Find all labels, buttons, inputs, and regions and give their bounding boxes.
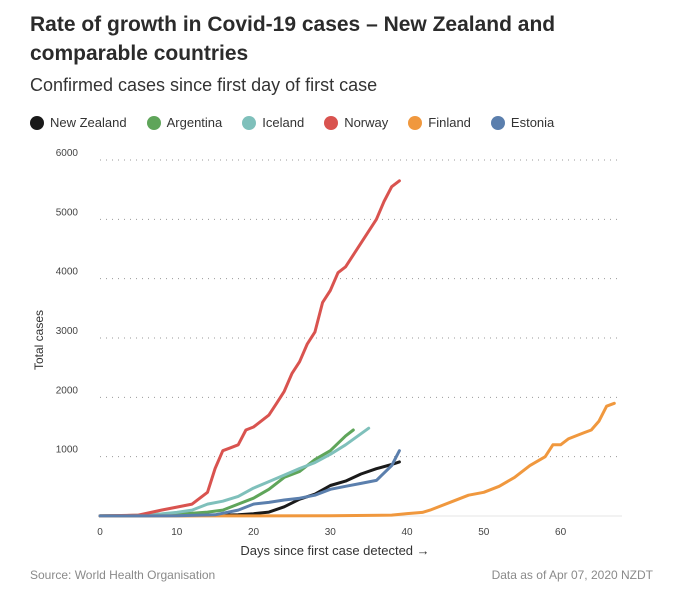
legend-item-finland: Finland — [408, 115, 471, 130]
x-tick-label: 60 — [555, 527, 567, 538]
x-axis-label: Days since first case detected → — [240, 543, 429, 558]
legend-swatch — [30, 115, 44, 130]
chart-subtitle: Confirmed cases since first day of first… — [30, 75, 378, 95]
source-note: Source: World Health Organisation — [30, 568, 216, 582]
legend-label: Argentina — [166, 115, 223, 130]
legend-item-iceland: Iceland — [242, 115, 304, 130]
y-tick-labels: 1000 2000 3000 4000 5000 6000 — [56, 148, 79, 456]
legend-swatch — [242, 115, 257, 130]
series-line-norway — [98, 179, 401, 518]
legend-item-norway: Norway — [324, 115, 388, 130]
legend-label: Norway — [344, 115, 389, 130]
x-tick-label: 50 — [478, 527, 490, 538]
legend: New Zealand Argentina Iceland Norway Finland… — [30, 115, 574, 130]
x-tick-label: 0 — [97, 527, 103, 538]
legend-label: New Zealand — [50, 115, 127, 130]
data-date-note: Data as of Apr 07, 2020 NZDT — [491, 568, 653, 582]
y-tick-label: 4000 — [56, 267, 79, 278]
y-tick-label: 6000 — [56, 148, 79, 159]
legend-swatch — [324, 115, 339, 130]
x-tick-label: 30 — [325, 527, 337, 538]
x-tick-label: 20 — [248, 527, 260, 538]
x-tick-labels: 0 10 20 30 40 50 60 — [97, 527, 566, 538]
y-tick-label: 1000 — [56, 445, 79, 456]
y-axis-label: Total cases — [32, 310, 46, 370]
x-tick-label: 10 — [171, 527, 183, 538]
legend-swatch — [146, 115, 161, 130]
y-tick-label: 3000 — [56, 326, 79, 337]
series-line-iceland — [98, 426, 371, 518]
legend-label: Estonia — [510, 115, 555, 130]
x-tick-label: 40 — [401, 527, 413, 538]
legend-label: Iceland — [262, 115, 305, 130]
y-tick-label: 5000 — [56, 207, 79, 218]
series-line-argentina — [98, 428, 355, 518]
y-tick-label: 2000 — [56, 385, 79, 396]
chart-title: Rate of growth in Covid-19 cases – New Z… — [30, 13, 556, 65]
series-lines — [98, 179, 616, 518]
series-line-finland — [98, 401, 616, 518]
legend-item-new-zealand: New Zealand — [30, 115, 127, 130]
grid-lines — [100, 159, 622, 517]
legend-swatch — [408, 115, 423, 130]
line-chart: 1000 2000 3000 4000 5000 6000 0 10 20 30 40 50 60 T… — [32, 148, 622, 558]
series-line-estonia — [98, 449, 401, 518]
legend-item-argentina: Argentina — [146, 115, 223, 130]
legend-label: Finland — [428, 115, 471, 130]
legend-item-estonia: Estonia — [490, 115, 555, 130]
legend-swatch — [490, 115, 505, 130]
